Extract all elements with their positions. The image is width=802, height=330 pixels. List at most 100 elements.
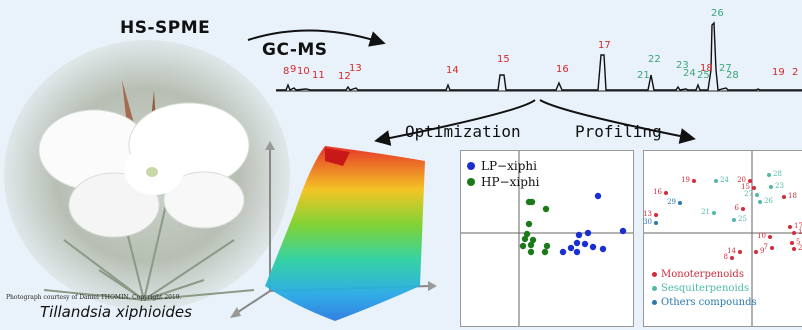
loading-point-label: 5: [796, 238, 801, 246]
hp-point: [528, 198, 536, 206]
peak-label: 15: [497, 54, 510, 65]
hp-point: [525, 220, 533, 228]
peak-label: 13: [349, 63, 362, 74]
peak-label: 12: [338, 71, 351, 82]
loading-point: [792, 247, 796, 251]
loading-point-label: 17: [794, 222, 802, 230]
loading-point: [767, 173, 771, 177]
lp-point: [599, 245, 607, 253]
gc-ms-label: GC-MS: [262, 40, 328, 60]
legend-dot-hp: [467, 178, 475, 186]
loading-point-label: 23: [775, 182, 784, 190]
legend-sesqui-label: Sesquiterpenoids: [661, 283, 750, 294]
loading-point-label: 13: [643, 210, 652, 218]
optimization-arrow: [374, 99, 536, 146]
legend-dot-others: [652, 300, 657, 305]
loading-point-label: 18: [788, 192, 797, 200]
photo-credit: Photograph courtesy of Daniel THOMIN. Co…: [6, 294, 182, 301]
hp-point: [543, 242, 551, 250]
hp-point: [523, 230, 531, 238]
loading-point: [654, 213, 658, 217]
peak-label: 22: [648, 54, 661, 65]
peak-label: 26: [711, 8, 724, 19]
loading-point-label: 21: [701, 208, 710, 216]
peak-label: 21: [637, 70, 650, 81]
loading-point-label: 19: [681, 176, 690, 184]
peak-label: 9: [290, 64, 297, 75]
loading-point: [748, 179, 752, 183]
loading-point-label: 8: [723, 253, 728, 261]
lp-point: [559, 248, 567, 256]
hs-spme-label: HS-SPME: [120, 18, 211, 38]
peak-label: 2: [792, 67, 799, 78]
loading-point-label: 25: [738, 215, 747, 223]
hp-point: [542, 205, 550, 213]
legend-mono: Monoterpenoids: [652, 269, 744, 280]
lp-point: [573, 248, 581, 256]
pca-scores-svg: [461, 151, 633, 326]
loading-point: [712, 211, 716, 215]
legend-dot-sesqui: [652, 286, 657, 291]
loading-point: [692, 179, 696, 183]
profiling-arrow: [539, 99, 696, 144]
peak-label: 16: [556, 64, 569, 75]
loading-point-label: 27: [744, 190, 753, 198]
peak-label: 10: [297, 66, 310, 77]
loading-point: [732, 218, 736, 222]
loading-point-label: 11: [798, 228, 802, 236]
lp-point: [575, 231, 583, 239]
loading-point: [730, 256, 734, 260]
lp-point: [567, 244, 575, 252]
legend-dot-lp: [467, 162, 475, 170]
loading-point-label: 26: [764, 197, 773, 205]
loading-point-label: 15: [741, 183, 750, 191]
optimization-label: Optimization: [405, 122, 521, 141]
loading-point-label: 30: [643, 218, 652, 226]
loading-point: [755, 193, 759, 197]
loading-point: [790, 241, 794, 245]
loading-point-label: 10: [757, 232, 766, 240]
loading-point: [664, 191, 668, 195]
loading-point-label: 2: [798, 244, 802, 252]
hp-point: [527, 241, 535, 249]
loading-point: [754, 250, 758, 254]
hp-point: [527, 248, 535, 256]
loading-point-label: 20: [737, 176, 746, 184]
peak-label: 25: [697, 70, 710, 81]
flower-illustration: [38, 80, 255, 301]
legend-hp: HP−xiphi: [467, 175, 539, 189]
lp-point: [581, 240, 589, 248]
peak-label: 8: [283, 66, 290, 77]
flower-photo: [4, 40, 290, 310]
pca-scores-plot: LP−xiphi HP−xiphi: [460, 150, 634, 327]
lp-point: [594, 192, 602, 200]
loading-point: [769, 185, 773, 189]
chromatogram: [276, 21, 802, 92]
legend-lp-label: LP−xiphi: [481, 159, 537, 173]
lp-point: [619, 227, 627, 235]
loading-point: [714, 179, 718, 183]
loading-point-label: 9: [760, 247, 765, 255]
loading-point-label: 6: [734, 204, 739, 212]
hs-spme-arrow: [247, 29, 386, 47]
peak-label: 23: [676, 60, 689, 71]
peak-label: 24: [683, 68, 696, 79]
loading-point: [768, 235, 772, 239]
response-surface: [230, 141, 437, 321]
loading-point: [678, 201, 682, 205]
peak-label: 11: [312, 70, 325, 81]
peak-label: 14: [446, 65, 459, 76]
loading-point: [752, 186, 756, 190]
species-name: Tillandsia xiphioides: [40, 303, 192, 321]
loading-point-label: 28: [773, 170, 782, 178]
legend-hp-label: HP−xiphi: [481, 175, 540, 189]
pca-loadings-svg: [644, 151, 802, 326]
loading-point-label: 7: [763, 243, 768, 251]
pca-loadings-plot: 1619242028152327182629216251330171011572…: [643, 150, 802, 327]
loading-point-label: 24: [720, 176, 729, 184]
loading-point: [758, 200, 762, 204]
hp-point: [521, 235, 529, 243]
loading-point: [782, 195, 786, 199]
loading-point: [770, 246, 774, 250]
